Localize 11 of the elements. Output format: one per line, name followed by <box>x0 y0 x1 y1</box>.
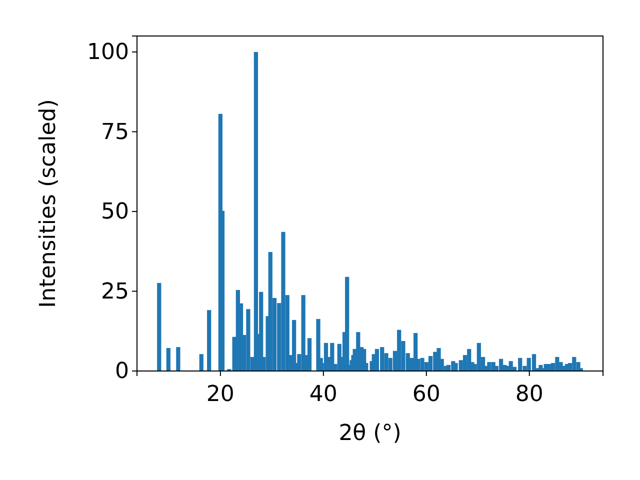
y-tick-label: 25 <box>101 279 129 304</box>
y-tick-label: 100 <box>87 40 129 65</box>
y-axis-title: Intensities (scaled) <box>36 99 61 308</box>
x-tick-label: 80 <box>515 382 544 407</box>
x-tick-label: 60 <box>412 382 440 407</box>
x-axis-title: 2θ (°) <box>338 421 402 446</box>
x-tick-label: 40 <box>309 382 338 407</box>
y-tick-label: 50 <box>101 200 129 225</box>
x-tick-label: 20 <box>206 382 234 407</box>
y-tick-label: 75 <box>101 120 129 145</box>
y-tick-label: 0 <box>115 359 129 384</box>
